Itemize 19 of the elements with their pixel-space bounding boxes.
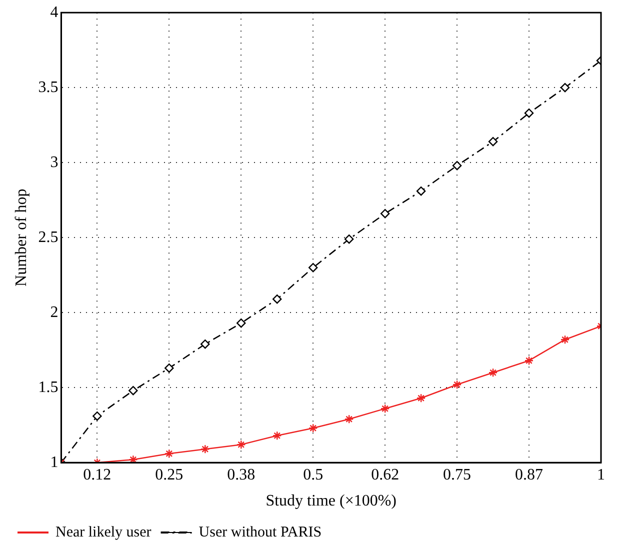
x-tick-label: 1 (597, 466, 605, 484)
x-tick-label: 0.75 (443, 466, 472, 484)
x-axis-title: Study time (×100%) (266, 492, 396, 510)
x-tick-label: 0.87 (515, 466, 544, 484)
y-tick-label: 2.5 (38, 228, 58, 246)
x-tick-label: 0.5 (303, 466, 324, 484)
y-tick-label: 1 (50, 454, 58, 471)
x-tick-label: 0.62 (371, 466, 400, 484)
x-tick-label: 0.12 (83, 466, 112, 484)
y-tick-label: 1.5 (38, 378, 58, 396)
legend-label: Near likely user (56, 524, 152, 540)
y-tick-label: 3.5 (38, 78, 58, 96)
y-tick-label: 3 (50, 154, 58, 171)
x-tick-label: 0.25 (155, 466, 184, 484)
y-axis-title: Number of hop (12, 188, 30, 286)
y-tick-label: 4 (50, 4, 58, 21)
x-tick-label: 0.38 (227, 466, 256, 484)
legend-label: User without PARIS (198, 524, 322, 540)
y-tick-label: 2 (50, 304, 58, 321)
